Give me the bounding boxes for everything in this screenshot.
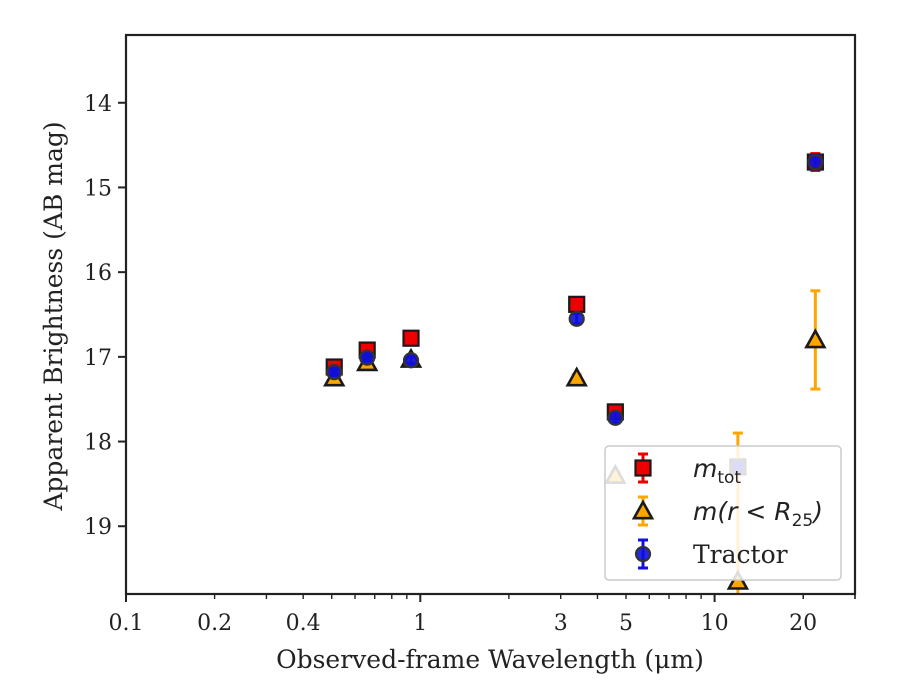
- legend-label-main-circle: Tractor: [693, 540, 788, 569]
- point-triangle-6: [804, 328, 827, 349]
- legend-label-square: mtot: [693, 454, 741, 488]
- point-circle-2: [402, 352, 420, 369]
- legend-marker-square: [634, 459, 652, 477]
- legend-label-main-triangle: m(r < R: [693, 497, 792, 526]
- y-tick-label: 17: [84, 346, 112, 371]
- x-tick-label: 1: [413, 611, 427, 636]
- point-circle-1: [359, 349, 376, 366]
- y-tick-label: 16: [84, 261, 112, 286]
- axes-frame: [124, 33, 857, 596]
- legend-box: [604, 445, 842, 581]
- x-tick-label: 20: [789, 611, 817, 636]
- axes: 0.1 0.2 0.4 1 3 5 10 20 14 15 16 17 18 19: [84, 33, 857, 636]
- point-circle-3: [568, 310, 585, 327]
- y-tick-label: 15: [84, 176, 112, 201]
- y-axis-label: Apparent Brightness (AB mag): [39, 121, 68, 511]
- legend-label-circle: Tractor: [693, 540, 788, 569]
- x-tick-label: 0.1: [109, 611, 144, 636]
- legend-marker-circle: [634, 545, 652, 563]
- legend-label-sub-square: tot: [717, 468, 741, 488]
- x-tick-label: 0.4: [286, 611, 321, 636]
- y-tick-label: 14: [84, 92, 112, 117]
- y-tick-label: 18: [84, 431, 112, 456]
- legend-label-triangle: m(r < R25): [693, 497, 823, 531]
- legend-label-main-square: m: [693, 454, 717, 483]
- x-tick-label: 3: [554, 611, 568, 636]
- point-circle-6: [807, 153, 824, 171]
- legend-label-sub-triangle: 25: [792, 511, 814, 531]
- point-square-3: [568, 295, 586, 313]
- legend-marker-triangle: [631, 499, 655, 520]
- x-tick-label: 0.2: [197, 611, 232, 636]
- point-square-2: [402, 329, 420, 347]
- point-circle-4: [607, 409, 624, 426]
- legend-label-suffix-triangle: ): [811, 497, 823, 526]
- x-tick-label: 10: [701, 611, 729, 636]
- point-triangle-3: [565, 366, 588, 387]
- x-axis-label: Observed-frame Wavelength (μm): [276, 645, 704, 674]
- y-tick-label: 19: [84, 515, 112, 540]
- x-tick-label: 5: [619, 611, 633, 636]
- legend: mtot m(r < R25) Tractor: [604, 445, 842, 581]
- point-circle-0: [326, 363, 343, 381]
